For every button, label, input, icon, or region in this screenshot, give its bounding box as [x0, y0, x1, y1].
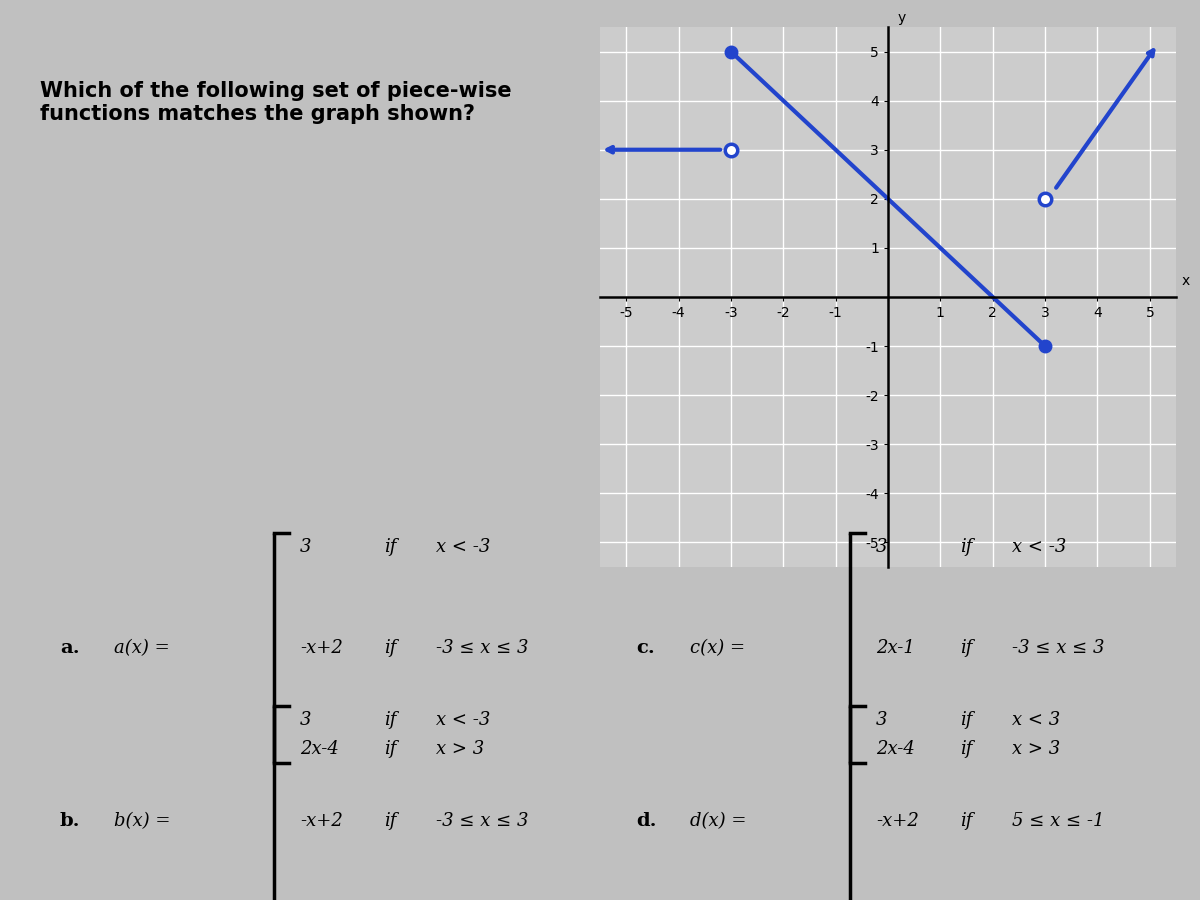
- Text: if: if: [384, 639, 396, 657]
- Text: 2x-1: 2x-1: [876, 639, 914, 657]
- Text: y: y: [898, 11, 906, 25]
- Text: -3 ≤ x ≤ 3: -3 ≤ x ≤ 3: [1012, 639, 1104, 657]
- Text: x < -3: x < -3: [1012, 538, 1066, 556]
- Text: x: x: [1181, 274, 1189, 288]
- Text: 2x-4: 2x-4: [876, 740, 914, 758]
- Text: 2x-4: 2x-4: [300, 740, 338, 758]
- Text: if: if: [960, 740, 972, 758]
- Text: if: if: [384, 538, 396, 556]
- Text: -3 ≤ x ≤ 3: -3 ≤ x ≤ 3: [436, 812, 528, 830]
- Text: 5 ≤ x ≤ -1: 5 ≤ x ≤ -1: [1012, 812, 1104, 830]
- Text: d.: d.: [636, 812, 656, 830]
- Text: if: if: [960, 538, 972, 556]
- Text: if: if: [384, 812, 396, 830]
- Text: x < -3: x < -3: [436, 538, 490, 556]
- Text: x > 3: x > 3: [1012, 740, 1060, 758]
- Text: b(x) =: b(x) =: [114, 812, 170, 830]
- Text: d(x) =: d(x) =: [690, 812, 746, 830]
- Text: -x+2: -x+2: [300, 639, 343, 657]
- Text: if: if: [960, 711, 972, 729]
- Text: x < 3: x < 3: [1012, 711, 1060, 729]
- Text: Which of the following set of piece-wise
functions matches the graph shown?: Which of the following set of piece-wise…: [40, 81, 511, 124]
- Text: if: if: [960, 812, 972, 830]
- Text: -x+2: -x+2: [876, 812, 919, 830]
- Text: c(x) =: c(x) =: [690, 639, 745, 657]
- Text: 3: 3: [300, 538, 312, 556]
- Text: -3 ≤ x ≤ 3: -3 ≤ x ≤ 3: [436, 639, 528, 657]
- Text: if: if: [384, 711, 396, 729]
- Text: 3: 3: [876, 538, 888, 556]
- Text: a(x) =: a(x) =: [114, 639, 169, 657]
- Text: c.: c.: [636, 639, 655, 657]
- Text: b.: b.: [60, 812, 80, 830]
- Text: -x+2: -x+2: [300, 812, 343, 830]
- Text: if: if: [384, 740, 396, 758]
- Text: x > 3: x > 3: [436, 740, 484, 758]
- Text: 3: 3: [876, 711, 888, 729]
- Text: if: if: [960, 639, 972, 657]
- Text: a.: a.: [60, 639, 79, 657]
- Text: x < -3: x < -3: [436, 711, 490, 729]
- Text: 3: 3: [300, 711, 312, 729]
